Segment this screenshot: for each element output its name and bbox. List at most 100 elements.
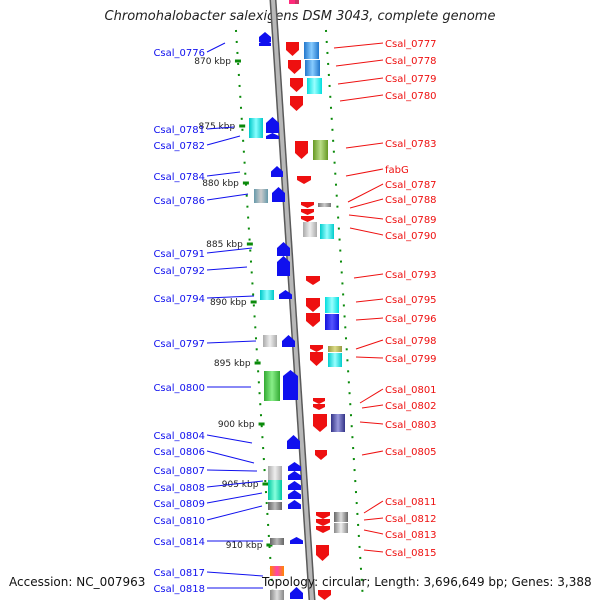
gene-arrow-plus[interactable] (310, 352, 323, 366)
gene-block-minus[interactable] (268, 480, 282, 500)
gene-arrow-minus[interactable] (283, 370, 298, 400)
gene-block-plus[interactable] (304, 42, 319, 59)
gene-arrow-minus[interactable] (266, 117, 279, 133)
gene-arrow-minus[interactable] (287, 435, 300, 449)
gene-block-minus[interactable] (270, 590, 284, 600)
gene-arrow-plus[interactable] (290, 78, 303, 92)
minus-gene-label[interactable]: Csal_0804 (153, 431, 205, 442)
plus-gene-label[interactable]: Csal_0796 (385, 314, 437, 325)
plus-gene-label[interactable]: Csal_0805 (385, 447, 437, 458)
gene-arrow-plus[interactable] (306, 298, 320, 312)
gene-arrow-plus[interactable] (301, 202, 314, 208)
gene-arrow-plus[interactable] (316, 519, 330, 526)
plus-gene-label[interactable]: Csal_0778 (385, 56, 437, 67)
gene-arrow-plus[interactable] (316, 512, 330, 519)
gene-block-minus[interactable] (270, 538, 284, 545)
minus-gene-label[interactable]: Csal_0782 (153, 141, 205, 152)
gene-arrow-plus[interactable] (316, 545, 329, 561)
minus-gene-label[interactable]: Csal_0797 (153, 339, 205, 350)
minus-gene-label[interactable]: Csal_0791 (153, 249, 205, 260)
gene-arrow-minus[interactable] (277, 242, 290, 256)
minus-gene-label[interactable]: Csal_0781 (153, 125, 205, 136)
plus-gene-label[interactable]: Csal_0801 (385, 385, 437, 396)
minus-gene-label[interactable]: Csal_0794 (153, 294, 205, 305)
minus-gene-label[interactable]: Csal_0786 (153, 196, 205, 207)
plus-gene-label[interactable]: Csal_0783 (385, 139, 437, 150)
gene-arrow-plus[interactable] (288, 60, 301, 74)
plus-gene-label[interactable]: Csal_0795 (385, 295, 437, 306)
gene-block-plus[interactable] (303, 222, 317, 237)
minus-gene-label[interactable]: Csal_0806 (153, 447, 205, 458)
gene-arrow-plus[interactable] (295, 141, 308, 159)
plus-gene-label[interactable]: Csal_0812 (385, 514, 437, 525)
gene-arrow-plus[interactable] (313, 414, 327, 432)
plus-gene-label[interactable]: Csal_0789 (385, 215, 437, 226)
plus-gene-label[interactable]: fabG (385, 165, 409, 176)
minus-gene-label[interactable]: Csal_0809 (153, 499, 205, 510)
plus-gene-label[interactable]: Csal_0802 (385, 401, 437, 412)
minus-gene-label[interactable]: Csal_0814 (153, 537, 205, 548)
plus-gene-label[interactable]: Csal_0790 (385, 231, 437, 242)
plus-gene-label[interactable]: Csal_0777 (385, 39, 437, 50)
minus-gene-label[interactable]: Csal_0817 (153, 568, 205, 579)
gene-block-plus[interactable] (313, 140, 328, 160)
minus-gene-label[interactable]: Csal_0776 (153, 48, 205, 59)
gene-arrow-minus[interactable] (288, 462, 301, 471)
gene-block-plus[interactable] (328, 353, 342, 367)
gene-block-minus[interactable] (249, 118, 263, 138)
gene-block-plus[interactable] (334, 512, 348, 522)
gene-arrow-plus[interactable] (290, 96, 303, 111)
gene-block-minus[interactable] (260, 290, 274, 300)
gene-arrow-plus[interactable] (318, 590, 331, 600)
gene-arrow-plus[interactable] (316, 526, 330, 533)
gene-arrow-minus[interactable] (290, 587, 303, 599)
minus-gene-label[interactable]: Csal_0810 (153, 516, 205, 527)
gene-arrow-minus[interactable] (282, 335, 295, 347)
minus-gene-label[interactable]: Csal_0807 (153, 466, 205, 477)
gene-arrow-minus[interactable] (259, 32, 271, 42)
gene-arrow-plus[interactable] (313, 404, 325, 410)
gene-arrow-minus[interactable] (279, 290, 292, 299)
gene-arrow-minus[interactable] (271, 166, 283, 177)
plus-gene-label[interactable]: Csal_0799 (385, 354, 437, 365)
gene-block-plus[interactable] (325, 297, 339, 313)
plus-gene-label[interactable]: Csal_0798 (385, 336, 437, 347)
gene-block-minus[interactable] (254, 189, 268, 203)
gene-block-plus[interactable] (318, 203, 331, 207)
plus-gene-label[interactable]: Csal_0793 (385, 270, 437, 281)
plus-gene-label[interactable]: Csal_0788 (385, 195, 437, 206)
gene-arrow-plus[interactable] (313, 398, 325, 404)
gene-arrow-minus[interactable] (288, 471, 301, 480)
gene-arrow-plus[interactable] (315, 450, 327, 460)
gene-block-minus[interactable] (263, 335, 277, 347)
minus-gene-label[interactable]: Csal_0792 (153, 266, 205, 277)
minus-gene-label[interactable]: Csal_0808 (153, 483, 205, 494)
plus-gene-label[interactable]: Csal_0779 (385, 74, 437, 85)
gene-block-plus[interactable] (331, 414, 345, 432)
gene-block-plus[interactable] (334, 523, 348, 533)
gene-arrow-minus[interactable] (272, 187, 285, 202)
gene-arrow-plus[interactable] (297, 176, 311, 184)
plus-gene-label[interactable]: Csal_0815 (385, 548, 437, 559)
gene-arrow-minus[interactable] (288, 500, 301, 509)
gene-block-minus[interactable] (270, 566, 284, 576)
gene-arrow-minus[interactable] (288, 481, 301, 490)
gene-block-plus[interactable] (320, 224, 334, 239)
gene-block-plus[interactable] (307, 78, 322, 94)
gene-block-minus[interactable] (268, 466, 282, 480)
gene-block-minus[interactable] (264, 371, 280, 401)
gene-arrow-plus[interactable] (301, 216, 314, 222)
gene-arrow-minus[interactable] (259, 40, 271, 46)
gene-arrow-minus[interactable] (277, 256, 290, 276)
gene-arrow-minus[interactable] (266, 133, 279, 139)
gene-block-plus[interactable] (328, 346, 342, 352)
gene-arrow-plus[interactable] (306, 313, 320, 327)
plus-gene-label[interactable]: Csal_0787 (385, 180, 437, 191)
gene-arrow-plus[interactable] (310, 345, 323, 352)
plus-gene-label[interactable]: Csal_0811 (385, 497, 437, 508)
minus-gene-label[interactable]: Csal_0784 (153, 172, 205, 183)
plus-gene-label[interactable]: Csal_0813 (385, 530, 437, 541)
gene-arrow-minus[interactable] (288, 490, 301, 499)
gene-arrow-plus[interactable] (286, 42, 299, 56)
minus-gene-label[interactable]: Csal_0800 (153, 383, 205, 394)
